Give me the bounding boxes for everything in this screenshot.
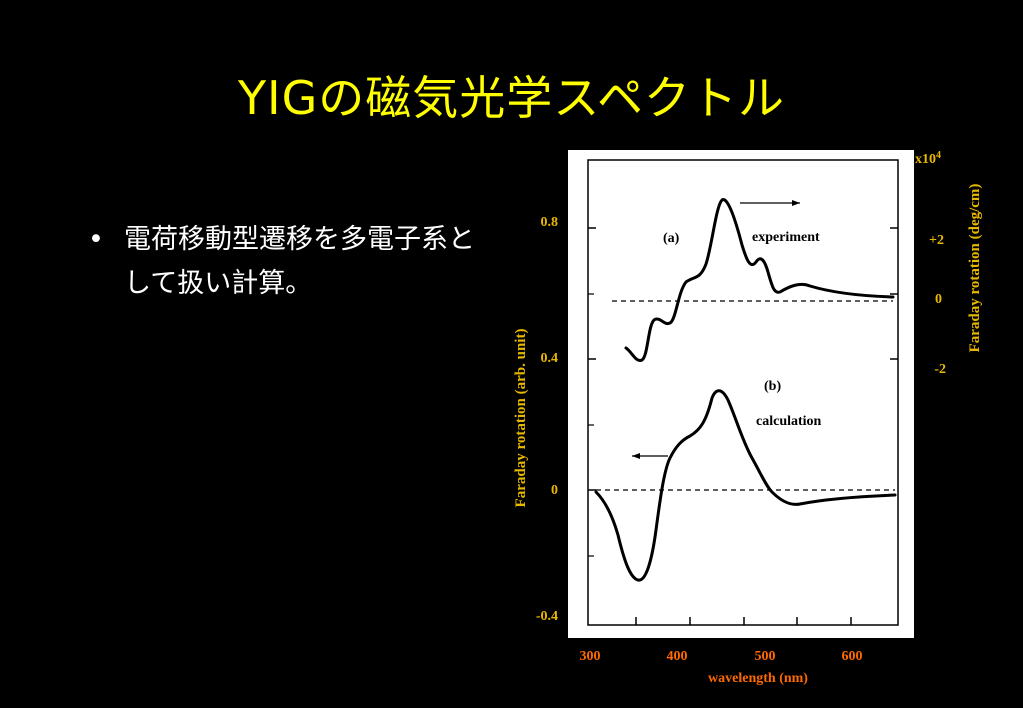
right-tick-label: -2 — [934, 362, 946, 377]
plot-frame — [587, 159, 899, 626]
experiment-label: experiment — [752, 230, 820, 245]
curve-b-label: (b) — [764, 379, 781, 394]
x-tick-label: 300 — [580, 649, 601, 664]
arrow-left-icon — [632, 453, 640, 459]
figure-panel — [568, 150, 914, 638]
calculation-label: calculation — [756, 414, 822, 429]
slide-title: YIGの磁気光学スペクトル — [237, 71, 786, 125]
left-axis-label: Faraday rotation (arb. unit) — [513, 329, 529, 508]
x-tick-label: 600 — [842, 649, 863, 664]
right-tick-label: 0 — [935, 292, 942, 307]
bullet-list: • 電荷移動型遷移を多電子系として扱い計算。 — [88, 218, 488, 306]
bullet-marker: • — [88, 224, 104, 255]
curve-experiment — [624, 198, 895, 362]
y-tick-label: 0.4 — [541, 351, 559, 366]
y-tick-label: 0.8 — [541, 215, 559, 230]
bullet-item: • 電荷移動型遷移を多電子系として扱い計算。 — [88, 218, 488, 306]
right-tick-label: +2 — [929, 233, 944, 248]
curve-calculation — [594, 389, 897, 582]
arrow-right-icon — [792, 200, 800, 206]
y-tick-label: 0 — [551, 483, 558, 498]
y-tick-label: -0.4 — [536, 609, 558, 624]
curve-a-label: (a) — [663, 231, 680, 246]
bullet-text: 電荷移動型遷移を多電子系として扱い計算。 — [124, 224, 475, 299]
right-axis-label: Faraday rotation (deg/cm) — [967, 184, 983, 353]
x-tick-label: 400 — [667, 649, 688, 664]
x-tick-label: 500 — [755, 649, 776, 664]
x-axis-label: wavelength (nm) — [708, 671, 808, 686]
right-axis-multiplier: x104 — [915, 150, 941, 167]
